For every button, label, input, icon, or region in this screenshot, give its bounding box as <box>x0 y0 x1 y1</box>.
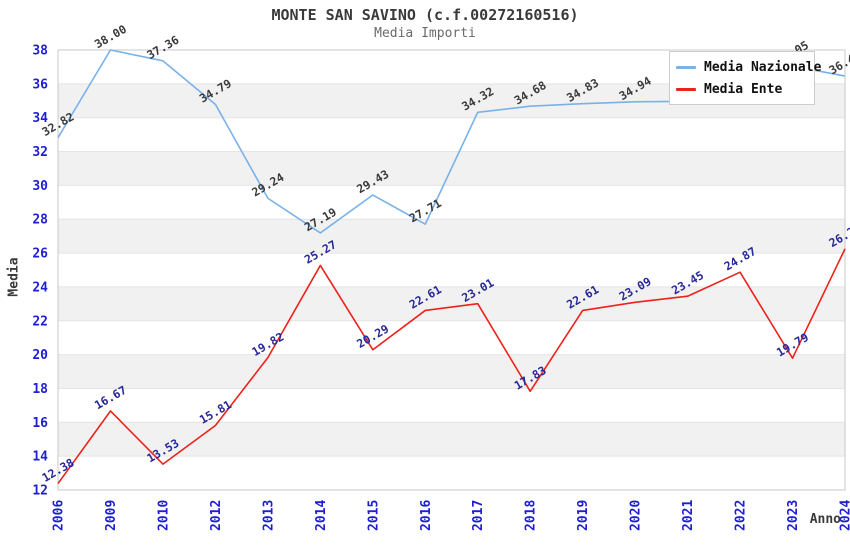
y-tick-label: 26 <box>32 247 48 262</box>
legend: Media Nazionale Media Ente <box>669 51 821 105</box>
legend-item-ente: Media Ente <box>676 82 808 97</box>
x-tick-label: 2017 <box>471 500 486 531</box>
y-tick-label: 30 <box>32 179 48 194</box>
x-tick-label: 2023 <box>786 500 801 531</box>
point-label: 37.36 <box>144 33 181 62</box>
legend-item-nazionale: Media Nazionale <box>676 60 821 75</box>
x-tick-label: 2015 <box>366 500 381 531</box>
legend-label: Media Nazionale <box>704 59 822 75</box>
series-line-media-ente <box>57 248 846 485</box>
chart-subtitle: Media Importi <box>374 26 476 41</box>
y-tick-label: 12 <box>32 484 48 499</box>
y-tick-label: 34 <box>32 111 48 126</box>
x-tick-label: 2010 <box>156 500 171 531</box>
x-tick-label: 2016 <box>419 500 434 531</box>
plot-band <box>58 219 845 254</box>
x-tick-label: 2020 <box>629 500 644 531</box>
x-tick-label: 2013 <box>261 500 276 531</box>
nazionale-line-swatch-icon <box>676 65 696 69</box>
plot-border <box>57 49 846 491</box>
x-tick-label: 2009 <box>104 500 119 531</box>
plot-band <box>58 286 845 321</box>
point-label: 20.29 <box>354 321 391 350</box>
y-tick-label: 28 <box>32 213 48 228</box>
x-tick-label: 2024 <box>839 500 850 531</box>
ente-line-swatch-icon <box>676 87 696 91</box>
x-axis-title: Anno <box>809 512 841 527</box>
y-tick-label: 18 <box>32 382 48 397</box>
x-tick-label: 2019 <box>576 500 591 531</box>
plot-band <box>58 354 845 389</box>
x-tick-label: 2006 <box>52 500 67 531</box>
x-tick-label: 2014 <box>314 500 329 531</box>
y-tick-label: 20 <box>32 348 48 363</box>
y-tick-label: 32 <box>32 145 48 160</box>
y-tick-label: 38 <box>32 44 48 59</box>
y-tick-label: 24 <box>32 280 48 295</box>
point-label: 38.00 <box>92 22 129 51</box>
x-tick-label: 2021 <box>681 500 696 531</box>
x-tick-label: 2012 <box>209 500 224 531</box>
x-tick-label: 2018 <box>524 500 539 531</box>
chart-title: MONTE SAN SAVINO (c.f.00272160516) <box>271 6 579 24</box>
plot-band <box>58 422 845 457</box>
legend-label: Media Ente <box>704 81 783 97</box>
y-tick-label: 22 <box>32 314 48 329</box>
point-label: 36.46 <box>827 48 850 77</box>
y-axis-title: Media <box>6 257 22 297</box>
x-tick-label: 2022 <box>734 500 749 531</box>
y-tick-label: 14 <box>32 450 48 465</box>
y-tick-label: 16 <box>32 416 48 431</box>
y-tick-label: 36 <box>32 77 48 92</box>
